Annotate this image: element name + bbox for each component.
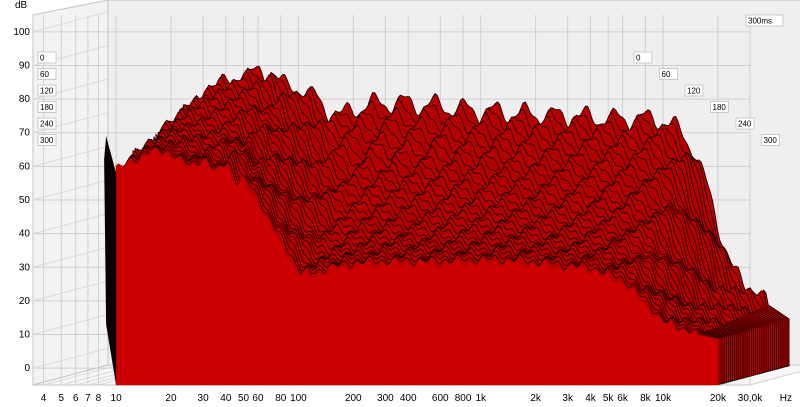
x-tick-label: 50 <box>238 393 250 404</box>
label-text: 240 <box>40 120 54 129</box>
label-text: 300ms <box>748 17 772 26</box>
x-axis-title: Hz <box>780 393 792 404</box>
x-tick-label: 8k <box>640 393 652 404</box>
y-tick-label: 80 <box>19 94 31 105</box>
y-tick-label: 60 <box>19 161 31 172</box>
y-tick-label: 30 <box>19 262 31 273</box>
x-tick-label: 5 <box>58 393 64 404</box>
label-box <box>37 101 57 113</box>
label-text: 300 <box>40 136 54 145</box>
label-box <box>37 51 57 64</box>
x-tick-label: 800 <box>455 393 472 404</box>
x-tick-label: 1k <box>475 393 487 404</box>
label-box <box>37 68 57 80</box>
label-text: 60 <box>40 70 49 79</box>
time-label-right: 60 <box>659 68 678 80</box>
x-tick-label: 60 <box>252 393 264 404</box>
left-wall-grid-line <box>32 11 109 33</box>
time-label-right: 0 <box>633 51 653 64</box>
time-label-right: 240 <box>735 117 755 130</box>
time-label-right: 180 <box>710 101 729 113</box>
x-tick-label: 7 <box>85 393 91 404</box>
x-tick-label: 200 <box>345 393 362 404</box>
left-wall-grid-line <box>32 145 109 167</box>
label-text: 0 <box>636 54 641 63</box>
left-wall-grid-line <box>32 347 109 369</box>
label-box <box>659 68 678 80</box>
left-wall-grid-line <box>32 280 109 302</box>
left-wall-grid-line <box>32 314 109 336</box>
label-box <box>735 117 755 130</box>
x-tick-label: 40 <box>220 393 232 404</box>
label-box <box>745 14 784 27</box>
label-box <box>710 101 729 113</box>
label-text: 0 <box>40 54 45 63</box>
time-label-left: 180 <box>37 101 57 113</box>
x-tick-label: 4 <box>41 393 47 404</box>
y-tick-label: 100 <box>13 27 30 38</box>
floor-grid-line <box>749 371 800 386</box>
front-slice <box>104 136 719 386</box>
y-tick-label: 10 <box>19 330 31 341</box>
label-box <box>37 84 57 97</box>
x-tick-label: 5k <box>603 393 615 404</box>
label-text: 60 <box>662 70 671 79</box>
label-box <box>761 134 780 146</box>
left-wall-grid-line <box>32 213 109 235</box>
label-text: 180 <box>40 103 54 112</box>
x-tick-label: 30 <box>198 393 210 404</box>
time-label-left: 0 <box>37 51 57 64</box>
time-label-right: 120 <box>684 84 704 97</box>
time-label-left: 120 <box>37 84 57 97</box>
x-tick-label: 6k <box>617 393 629 404</box>
y-axis-title: dB <box>15 0 28 11</box>
x-tick-label: 3k <box>562 393 574 404</box>
x-tick-label: 600 <box>432 393 449 404</box>
label-text: 240 <box>738 120 752 129</box>
y-tick-label: 70 <box>19 128 31 139</box>
front-slice-area <box>115 147 719 386</box>
left-wall-grid-line <box>32 246 109 268</box>
y-tick-label: 90 <box>19 60 31 71</box>
left-wall-grid-line <box>32 179 109 201</box>
x-tick-label: 20k <box>710 393 727 404</box>
x-tick-label: 20 <box>165 393 177 404</box>
label-box <box>633 51 653 64</box>
x-tick-label: 400 <box>400 393 417 404</box>
label-box <box>37 134 57 146</box>
x-tick-label: 30,0k <box>738 393 763 404</box>
label-text: 120 <box>687 87 701 96</box>
label-text: 180 <box>713 103 727 112</box>
y-tick-label: 50 <box>19 195 31 206</box>
x-tick-label: 80 <box>275 393 287 404</box>
time-axis-label: 300ms <box>745 14 784 27</box>
x-tick-label: 4k <box>585 393 597 404</box>
time-label-left: 300 <box>37 134 57 146</box>
x-tick-label: 300 <box>377 393 394 404</box>
time-label-left: 240 <box>37 117 57 130</box>
x-tick-label: 6 <box>73 393 79 404</box>
y-tick-label: 0 <box>24 363 30 374</box>
label-box <box>684 84 704 97</box>
time-label-right: 300 <box>761 134 780 146</box>
label-text: 120 <box>40 87 54 96</box>
x-tick-label: 100 <box>290 393 307 404</box>
x-tick-label: 8 <box>96 393 102 404</box>
x-tick-label: 10 <box>111 393 123 404</box>
label-box <box>37 117 57 130</box>
label-text: 300 <box>764 136 778 145</box>
x-tick-label: 2k <box>530 393 542 404</box>
x-tick-label: 10k <box>655 393 672 404</box>
surface-side-wall <box>104 136 117 385</box>
y-tick-label: 20 <box>19 296 31 307</box>
y-tick-label: 40 <box>19 229 31 240</box>
time-label-left: 60 <box>37 68 57 80</box>
